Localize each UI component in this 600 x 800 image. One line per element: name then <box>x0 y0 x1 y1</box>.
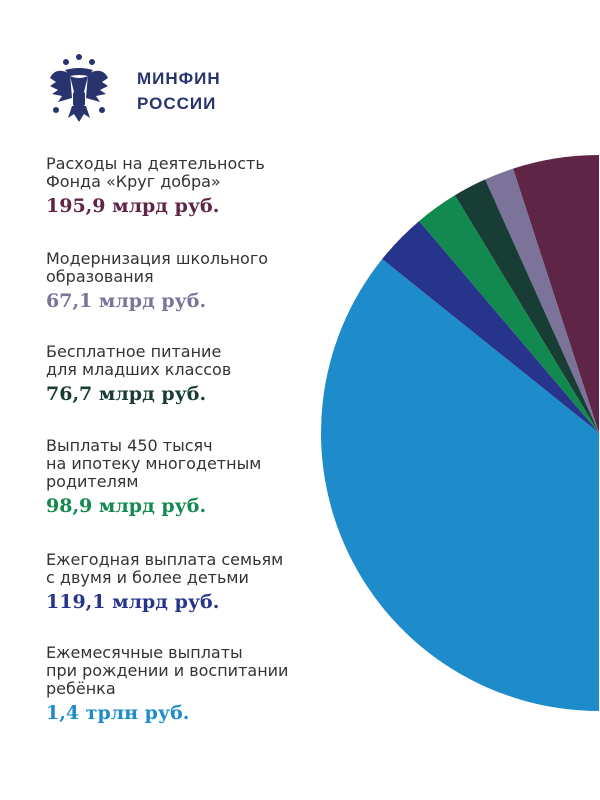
legend-value: 76,7 млрд руб. <box>46 383 207 405</box>
brand-line-1: МИНФИН <box>137 69 221 88</box>
legend-label: Модернизация школьного образования <box>46 250 346 286</box>
legend-label: Ежемесячные выплаты при рождении и воспит… <box>46 644 346 698</box>
legend-item: Выплаты 450 тысяч на ипотеку многодетным р… <box>46 437 346 518</box>
pie-slice-3 <box>419 195 599 433</box>
legend-value: 1,4 трлн руб. <box>46 702 190 724</box>
pie-slice-1 <box>485 168 599 434</box>
legend-value: 67,1 млрд руб. <box>46 290 207 312</box>
legend-value: 119,1 млрд руб. <box>46 591 220 613</box>
eagle-emblem-logo <box>50 54 108 122</box>
legend-label-line: с двумя и более детьми <box>46 568 249 587</box>
legend-item: Ежемесячные выплаты при рождении и воспит… <box>46 644 346 725</box>
legend-label: Бесплатное питание для младших классов <box>46 343 346 379</box>
legend-label-line: Фонда «Круг добра» <box>46 172 221 191</box>
legend-label-line: Ежегодная выплата семьям <box>46 550 284 569</box>
legend-label-line: ребёнка <box>46 679 116 698</box>
pie-slice-2 <box>454 179 599 433</box>
legend-label-line: Модернизация школьного <box>46 249 269 268</box>
legend-label-line: при рождении и воспитании <box>46 661 289 680</box>
pie-slice-5 <box>320 259 599 711</box>
pie-slice-4 <box>382 221 599 433</box>
legend-item: Расходы на деятельность Фонда «Круг добра… <box>46 155 346 218</box>
legend-label: Ежегодная выплата семьям с двумя и более … <box>46 551 346 587</box>
legend-label-line: Расходы на деятельность <box>46 154 265 173</box>
legend-label-line: Выплаты 450 тысяч <box>46 436 213 455</box>
legend-item: Модернизация школьного образования 67,1 мл… <box>46 250 346 313</box>
legend-label-line: Бесплатное питание <box>46 342 222 361</box>
legend-item: Ежегодная выплата семьям с двумя и более … <box>46 551 346 614</box>
legend-item: Бесплатное питание для младших классов 76,… <box>46 343 346 406</box>
legend-label-line: родителям <box>46 472 139 491</box>
legend-value: 195,9 млрд руб. <box>46 195 220 217</box>
pie-slice-0 <box>513 155 599 433</box>
legend-label: Выплаты 450 тысяч на ипотеку многодетным р… <box>46 437 346 491</box>
legend-label-line: Ежемесячные выплаты <box>46 643 243 662</box>
legend-label-line: на ипотеку многодетным <box>46 454 262 473</box>
legend-label: Расходы на деятельность Фонда «Круг добра… <box>46 155 346 191</box>
brand-line-2: РОССИИ <box>137 94 217 113</box>
legend-label-line: образования <box>46 267 154 286</box>
legend-label-line: для младших классов <box>46 360 232 379</box>
brand-name: МИНФИН РОССИИ <box>137 66 221 116</box>
legend-value: 98,9 млрд руб. <box>46 495 207 517</box>
